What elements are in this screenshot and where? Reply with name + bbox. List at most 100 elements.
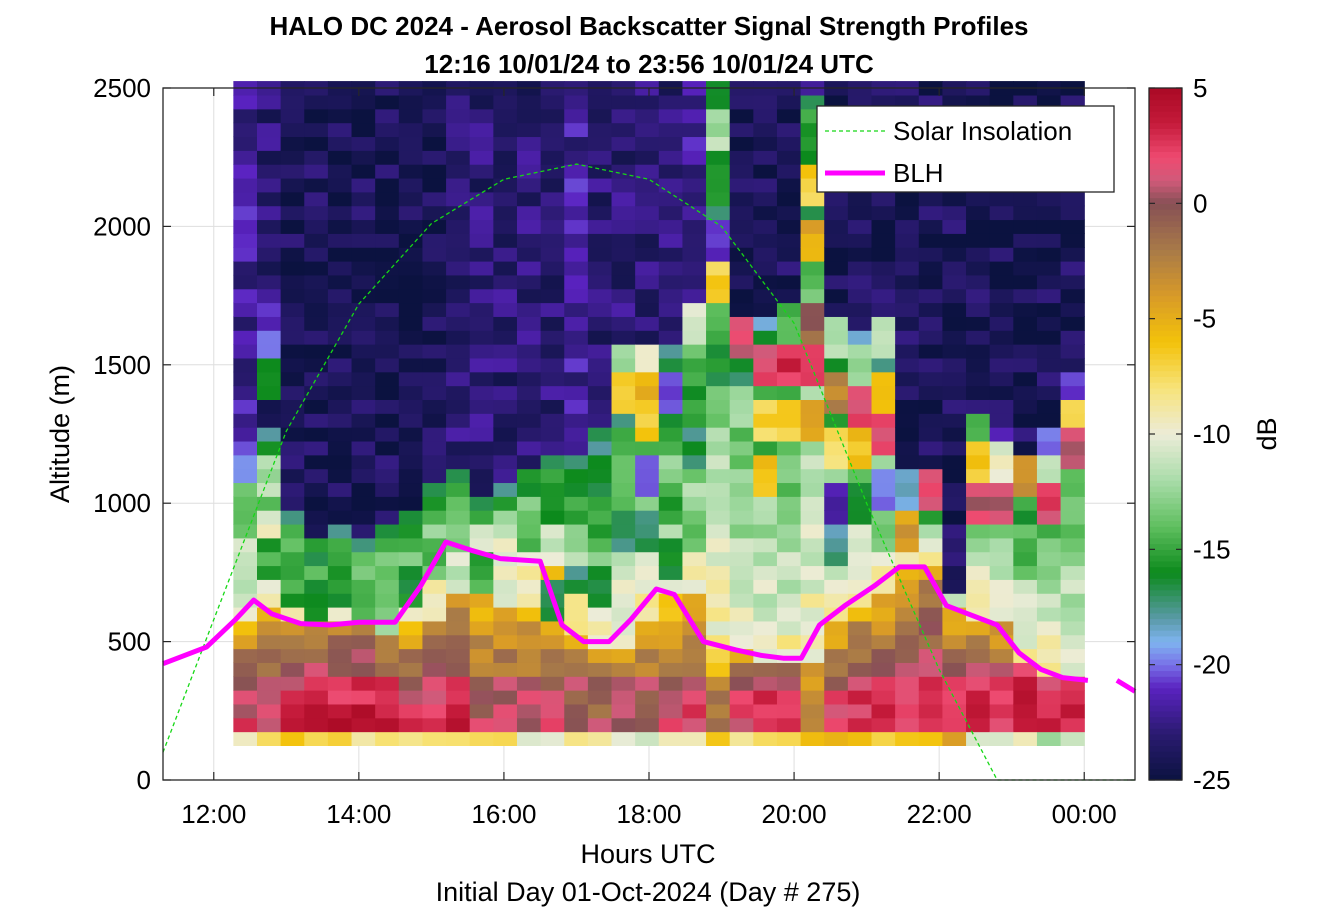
heatmap-cell <box>658 523 684 539</box>
heatmap-cell <box>564 191 589 207</box>
heatmap-cell <box>493 676 518 691</box>
heatmap-cell <box>327 676 353 691</box>
heatmap-cell <box>540 108 565 124</box>
heatmap-cell <box>611 150 636 165</box>
heatmap-cell <box>233 676 258 691</box>
heatmap-cell <box>635 731 660 746</box>
heatmap-cell <box>658 454 684 470</box>
heatmap-cell <box>918 717 944 733</box>
heatmap-cell <box>398 676 424 691</box>
heatmap-cell <box>564 219 589 234</box>
colorbar-segment <box>1149 284 1182 291</box>
heatmap-cell <box>635 427 660 442</box>
heatmap-cell <box>493 94 518 110</box>
heatmap-cell <box>824 454 849 470</box>
heatmap-cell <box>280 205 305 221</box>
heatmap-cell <box>1013 496 1038 511</box>
heatmap-cell <box>966 316 991 331</box>
x-axis: 12:00 14:00 16:00 18:00 20:00 22:00 00:00 <box>181 88 1117 829</box>
heatmap-cell <box>233 468 258 484</box>
heatmap-cell <box>942 330 967 345</box>
heatmap-cell <box>540 648 565 663</box>
heatmap-cell <box>847 537 873 553</box>
heatmap-cell <box>564 94 589 110</box>
colorbar-segment <box>1149 710 1182 718</box>
heatmap-cell <box>398 191 424 207</box>
heatmap-cell <box>540 634 565 650</box>
heatmap-cell <box>706 662 731 677</box>
heatmap-cell <box>682 579 707 594</box>
heatmap-cell <box>1013 427 1038 442</box>
heatmap-cell <box>824 703 849 719</box>
heatmap-cell <box>304 551 329 567</box>
colorbar-ticks: 50-5-10-15-20-25 <box>1149 73 1231 795</box>
colorbar-segment <box>1149 157 1182 164</box>
heatmap-cell <box>233 731 258 746</box>
heatmap-cell <box>280 537 305 553</box>
heatmap-cell <box>847 302 873 317</box>
heatmap-cell <box>469 233 494 248</box>
heatmap-cell <box>966 357 991 373</box>
heatmap-cell <box>469 94 494 110</box>
heatmap-cell <box>635 219 660 234</box>
heatmap-cell <box>516 274 542 290</box>
heatmap-cell <box>847 482 873 497</box>
heatmap-cell <box>327 108 353 124</box>
heatmap-cell <box>706 330 731 345</box>
heatmap-cell <box>847 385 873 400</box>
heatmap-cell <box>280 468 305 484</box>
heatmap-cell <box>280 593 305 608</box>
heatmap-cell <box>682 468 707 484</box>
heatmap-cell <box>540 662 565 677</box>
heatmap-cell <box>871 731 896 746</box>
heatmap-cell <box>753 703 778 719</box>
heatmap-cell <box>564 371 589 387</box>
heatmap-cell <box>304 302 329 317</box>
heatmap-cell <box>1060 247 1085 262</box>
heatmap-cell <box>587 703 613 719</box>
heatmap-cell <box>847 344 873 359</box>
heatmap-cell <box>1060 274 1085 290</box>
heatmap-cell <box>587 94 613 110</box>
heatmap-cell <box>729 634 754 650</box>
heatmap-cell <box>351 316 376 331</box>
heatmap-cell <box>493 371 518 387</box>
heatmap-cell <box>351 565 376 580</box>
heatmap-cell <box>942 579 967 594</box>
heatmap-cell <box>895 731 920 746</box>
heatmap-cell <box>1036 537 1062 553</box>
colorbar-segment <box>1149 612 1182 620</box>
heatmap-cell <box>658 108 684 124</box>
heatmap-cell <box>1036 371 1062 387</box>
heatmap-cell <box>706 385 731 400</box>
heatmap-cell <box>658 482 684 497</box>
heatmap-cell <box>776 247 802 262</box>
heatmap-cell <box>966 413 991 428</box>
heatmap-cell <box>304 205 329 221</box>
heatmap-cell <box>257 662 282 677</box>
heatmap-cell <box>493 648 518 663</box>
heatmap-cell <box>375 108 400 124</box>
heatmap-cell <box>493 440 518 456</box>
heatmap-cell <box>280 302 305 317</box>
heatmap-cell <box>753 191 778 207</box>
heatmap-cell <box>564 302 589 317</box>
colorbar-segment <box>1149 503 1182 510</box>
heatmap-cell <box>753 731 778 746</box>
heatmap-cell <box>776 413 802 428</box>
heatmap-cell <box>729 302 754 317</box>
heatmap-cell <box>587 108 613 124</box>
heatmap-cell <box>327 344 353 359</box>
heatmap-cell <box>257 427 282 442</box>
heatmap-cell <box>895 440 920 456</box>
heatmap-cell <box>776 191 802 207</box>
blh-line <box>1115 678 1137 694</box>
heatmap-cell <box>611 371 636 387</box>
heatmap-cell <box>1036 634 1062 650</box>
heatmap-cell <box>966 703 991 719</box>
heatmap-cell <box>375 579 400 594</box>
heatmap-cell <box>422 94 447 110</box>
colorbar-segment <box>1149 589 1182 597</box>
heatmap-cell <box>918 607 944 622</box>
heatmap-cell <box>918 482 944 497</box>
